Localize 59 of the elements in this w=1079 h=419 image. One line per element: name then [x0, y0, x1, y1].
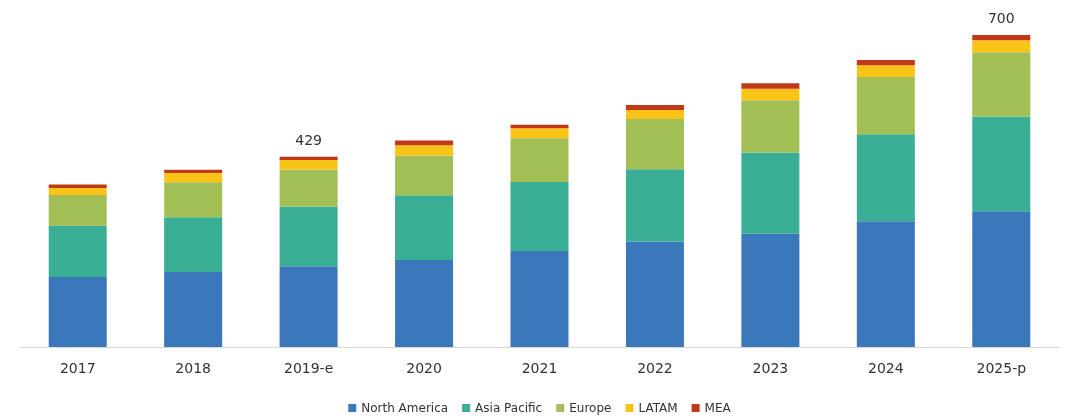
bar: [741, 83, 800, 89]
bar: [625, 104, 684, 110]
bar: [972, 52, 1031, 117]
bar: [395, 195, 454, 260]
bar: [510, 181, 569, 251]
annotation: 429: [295, 131, 322, 148]
bar: [972, 35, 1031, 41]
bar: [741, 233, 800, 347]
bar: [48, 225, 107, 278]
bar: [972, 40, 1031, 53]
x-tick-label: 2024: [868, 360, 904, 376]
x-tick-label: 2021: [521, 360, 558, 376]
legend-label: MEA: [704, 401, 732, 415]
bar: [972, 116, 1031, 212]
bar: [856, 134, 915, 222]
bar: [856, 77, 915, 135]
bar: [48, 195, 107, 226]
legend-label: LATAM: [638, 401, 678, 415]
bar: [48, 184, 107, 188]
bar: [279, 206, 338, 267]
x-tick-label: 2018: [175, 360, 211, 376]
annotation: 700: [987, 10, 1015, 26]
bar: [625, 169, 684, 242]
bar: [395, 259, 454, 347]
bar: [164, 169, 223, 173]
bar: [48, 277, 107, 347]
x-tick-label: 2019-e: [283, 360, 334, 376]
bar: [510, 250, 569, 347]
x-tick-label: 2020: [406, 360, 442, 376]
bar: [625, 241, 684, 347]
bar: [625, 109, 684, 119]
bar: [164, 182, 223, 218]
bar: [164, 172, 223, 183]
bar: [510, 138, 569, 182]
bar: [279, 266, 338, 347]
bar: [395, 145, 454, 156]
bar: [972, 211, 1031, 347]
bar: [395, 140, 454, 146]
legend-label: Europe: [569, 401, 612, 415]
bar: [856, 59, 915, 66]
x-tick-label: 2017: [59, 360, 96, 376]
bar: [279, 169, 338, 207]
legend-label: North America: [361, 401, 449, 415]
bar: [164, 272, 223, 347]
legend-label: Asia Pacific: [475, 401, 543, 415]
x-tick-label: 2023: [752, 360, 789, 376]
bar: [741, 88, 800, 101]
bar: [164, 217, 223, 273]
bar: [625, 118, 684, 170]
bar: [510, 128, 569, 139]
bar: [741, 152, 800, 234]
bar: [395, 155, 454, 196]
x-tick-label: 2025-p: [976, 360, 1027, 376]
bar: [279, 160, 338, 170]
bar: [741, 100, 800, 153]
bar: [856, 221, 915, 347]
x-tick-label: 2022: [637, 360, 673, 376]
bar: [48, 187, 107, 196]
bar: [856, 65, 915, 78]
